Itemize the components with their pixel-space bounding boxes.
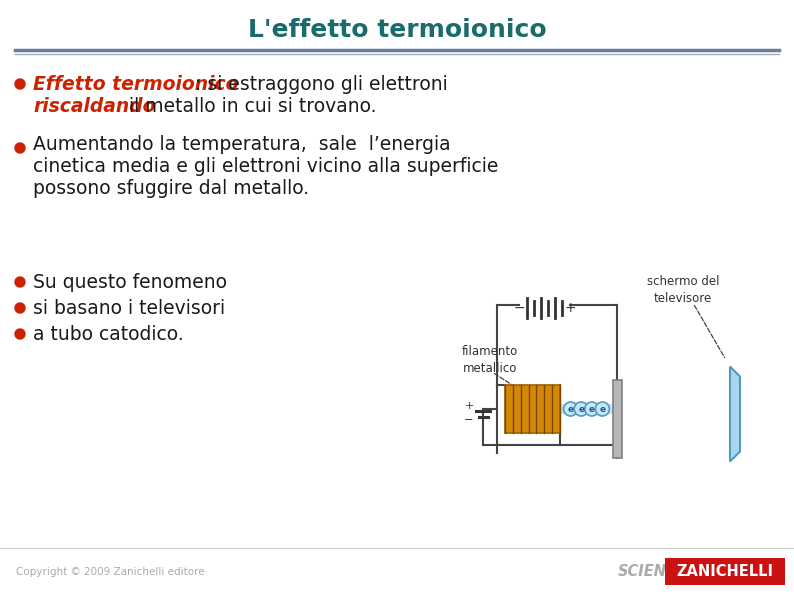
Text: Copyright © 2009 Zanichelli editore: Copyright © 2009 Zanichelli editore	[16, 567, 205, 577]
Text: L'effetto termoionico: L'effetto termoionico	[248, 18, 546, 42]
Text: si basano i televisori: si basano i televisori	[33, 299, 225, 318]
Circle shape	[585, 402, 599, 416]
Text: possono sfuggire dal metallo.: possono sfuggire dal metallo.	[33, 179, 309, 198]
Text: e: e	[588, 405, 595, 414]
Text: −: −	[464, 415, 474, 425]
Text: Su questo fenomeno: Su questo fenomeno	[33, 273, 227, 292]
Text: e: e	[578, 405, 584, 414]
Text: SCIENZE: SCIENZE	[618, 565, 688, 580]
Text: −: −	[513, 301, 525, 315]
Circle shape	[596, 402, 610, 416]
Circle shape	[15, 329, 25, 339]
Text: Aumentando la temperatura,  sale  l’energia: Aumentando la temperatura, sale l’energi…	[33, 135, 451, 154]
FancyBboxPatch shape	[505, 385, 560, 433]
Text: ZANICHELLI: ZANICHELLI	[676, 565, 773, 580]
Text: a tubo catodico.: a tubo catodico.	[33, 324, 183, 343]
Circle shape	[15, 303, 25, 313]
Text: il metallo in cui si trovano.: il metallo in cui si trovano.	[123, 96, 376, 115]
FancyBboxPatch shape	[560, 404, 613, 414]
Text: e: e	[599, 405, 606, 414]
FancyBboxPatch shape	[613, 380, 622, 458]
Polygon shape	[730, 367, 740, 462]
Text: schermo del
televisore: schermo del televisore	[647, 275, 719, 305]
Circle shape	[15, 79, 25, 89]
Text: +: +	[464, 401, 474, 411]
Circle shape	[15, 277, 25, 287]
Circle shape	[564, 402, 577, 416]
Text: riscaldando: riscaldando	[33, 96, 156, 115]
Text: filamento
metallico: filamento metallico	[462, 345, 518, 375]
Text: : si estraggono gli elettroni: : si estraggono gli elettroni	[195, 74, 448, 93]
Circle shape	[15, 143, 25, 153]
Text: +: +	[565, 301, 576, 315]
Text: e: e	[568, 405, 573, 414]
FancyBboxPatch shape	[665, 558, 785, 585]
Text: cinetica media e gli elettroni vicino alla superficie: cinetica media e gli elettroni vicino al…	[33, 157, 499, 176]
Text: Effetto termoionico: Effetto termoionico	[33, 74, 238, 93]
Circle shape	[574, 402, 588, 416]
